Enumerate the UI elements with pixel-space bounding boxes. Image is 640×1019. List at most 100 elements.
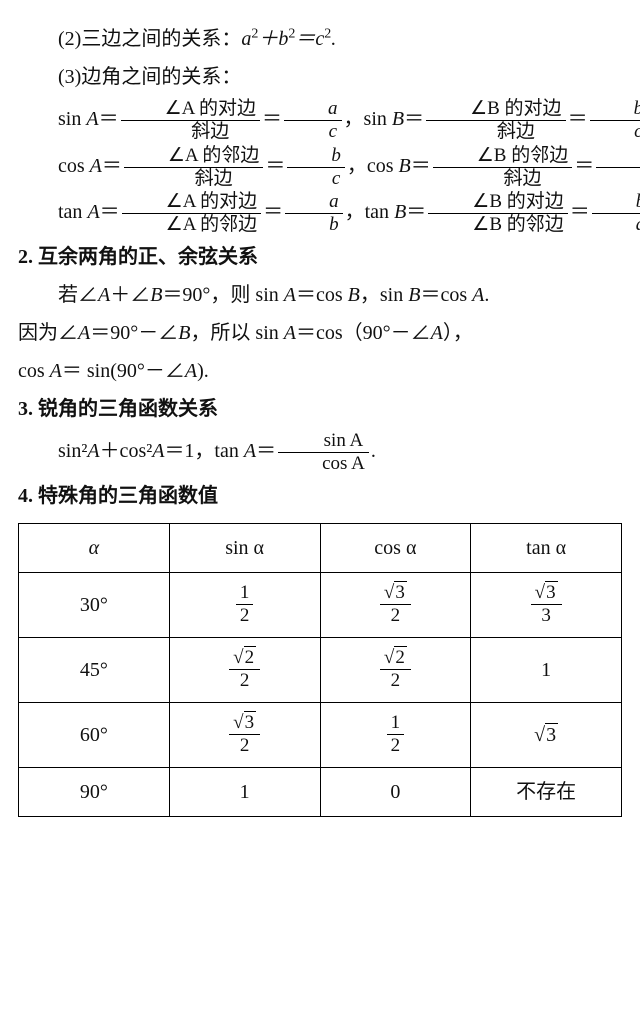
eq3b: ＋cos² [100, 440, 153, 462]
hyp-1: 斜边 [121, 121, 260, 143]
frac-ac2: ac [596, 145, 640, 190]
opp-A: ∠A 的对边 [165, 98, 256, 119]
p22-A1: A [78, 322, 90, 344]
adj-A2: ∠A 的邻边 [166, 214, 257, 235]
opp-A2: ∠A 的对边 [166, 191, 257, 212]
p22c: ，所以 sin [190, 322, 283, 344]
p23a: cos [18, 360, 50, 382]
a-1: a [284, 98, 342, 121]
var-B2: B [399, 155, 411, 177]
table-row-30: 30° 12 32 33 [19, 572, 622, 637]
p23b: ＝ sin(90°－∠ [62, 360, 185, 382]
p22-A3: A [431, 322, 443, 344]
eq3-A2: A [152, 440, 164, 462]
frac-ab: ab [285, 191, 343, 236]
cell-cos45: 22 [320, 637, 471, 702]
p23c: ). [197, 360, 209, 382]
p2-B1: B [150, 284, 162, 306]
c-4: c [596, 168, 640, 190]
cell-45: 45° [19, 637, 170, 702]
adj-A: ∠A 的邻边 [168, 145, 259, 166]
heading-4: 4. 特殊角的三角函数值 [18, 477, 622, 515]
cell-tan60: 3 [471, 702, 622, 767]
frac-bc2: bc [287, 145, 345, 190]
frac-tan-identity: sin Acos A [278, 430, 369, 475]
frac-cosA-1: ∠A 的邻边斜边 [124, 145, 263, 190]
cell-sin45: 22 [169, 637, 320, 702]
adj-B: ∠B 的邻边 [477, 145, 568, 166]
b-1: b [590, 98, 640, 121]
c-3: c [287, 168, 345, 190]
cos-row: cos A＝∠A 的邻边斜边＝bc，cos B＝∠B 的邻边斜边＝ac； [18, 145, 622, 190]
para2-line1: 若∠A＋∠B＝90°，则 sin A＝cos B，sin B＝cos A. [18, 276, 622, 314]
p2-B2: B [348, 284, 360, 306]
p22a: 因为∠ [18, 322, 78, 344]
eq3a: sin² [58, 440, 87, 462]
cos-label-1: cos [58, 155, 85, 177]
table-row-60: 60° 32 12 3 [19, 702, 622, 767]
frac-ba: ba [592, 191, 640, 236]
p2-A1: A [98, 284, 110, 306]
eq-2: a2＋b2＝c2. [241, 28, 336, 50]
p2-B3: B [408, 284, 420, 306]
para2-line3: cos A＝ sin(90°－∠A). [18, 352, 622, 390]
b-4: b [592, 191, 640, 214]
th-tan: tan α [471, 523, 622, 572]
eq3: sin²A＋cos²A＝1，tan A＝sin Acos A. [18, 430, 622, 475]
a-4: a [592, 214, 640, 236]
eq3-A1: A [87, 440, 99, 462]
th-alpha: α [19, 523, 170, 572]
sin-label-2: sin [364, 108, 387, 130]
eq3num: sin A [278, 430, 369, 453]
p2e: ，sin [360, 284, 408, 306]
c-1: c [284, 121, 342, 143]
table-header-row: α sin α cos α tan α [19, 523, 622, 572]
p2-A3: A [472, 284, 484, 306]
th-sin: sin α [169, 523, 320, 572]
cell-sin90: 1 [169, 767, 320, 816]
var-A3: A [87, 201, 99, 223]
eq3den: cos A [278, 453, 369, 475]
p22b: ＝90°－∠ [90, 322, 178, 344]
p2f: ＝cos [420, 284, 472, 306]
table-row-90: 90° 1 0 不存在 [19, 767, 622, 816]
hyp-2: 斜边 [426, 121, 565, 143]
cell-sin30: 12 [169, 572, 320, 637]
c-2: c [590, 121, 640, 143]
p23-A1: A [50, 360, 62, 382]
hyp-4: 斜边 [433, 168, 572, 190]
sin-label-1: sin [58, 108, 81, 130]
p23-A2: A [185, 360, 197, 382]
p2g: . [484, 284, 489, 306]
b-3: b [285, 214, 343, 236]
p22e: ）， [443, 322, 473, 344]
frac-sinA-1: ∠A 的对边斜边 [121, 98, 260, 143]
cos-label-2: cos [367, 155, 394, 177]
opp-B2: ∠B 的对边 [472, 191, 563, 212]
line-3: (3)边角之间的关系： [18, 58, 622, 96]
frac-bc: bc [590, 98, 640, 143]
th-cos: cos α [320, 523, 471, 572]
opp-B: ∠B 的对边 [470, 98, 561, 119]
heading-2: 2. 互余两角的正、余弦关系 [18, 238, 622, 276]
frac-cosB-1: ∠B 的邻边斜边 [433, 145, 572, 190]
a-3: a [285, 191, 343, 214]
p2a: 若∠ [58, 284, 98, 306]
cell-tan90: 不存在 [471, 767, 622, 816]
a-2: a [596, 145, 640, 168]
var-A: A [86, 108, 98, 130]
var-B: B [392, 108, 404, 130]
tan-label-1: tan [58, 201, 82, 223]
eq3d: ＝ [256, 440, 276, 462]
eq3c: ＝1，tan [164, 440, 243, 462]
p22d: ＝cos（90°－∠ [296, 322, 431, 344]
var-B3: B [394, 201, 406, 223]
sin-row: sin A＝∠A 的对边斜边＝ac，sin B＝∠B 的对边斜边＝bc； [18, 98, 622, 143]
p2d: ＝cos [296, 284, 348, 306]
frac-tanB-1: ∠B 的对边∠B 的邻边 [428, 191, 567, 236]
cell-60: 60° [19, 702, 170, 767]
cell-cos60: 12 [320, 702, 471, 767]
cell-sin60: 32 [169, 702, 320, 767]
table-row-45: 45° 22 22 1 [19, 637, 622, 702]
eq3-A3: A [244, 440, 256, 462]
